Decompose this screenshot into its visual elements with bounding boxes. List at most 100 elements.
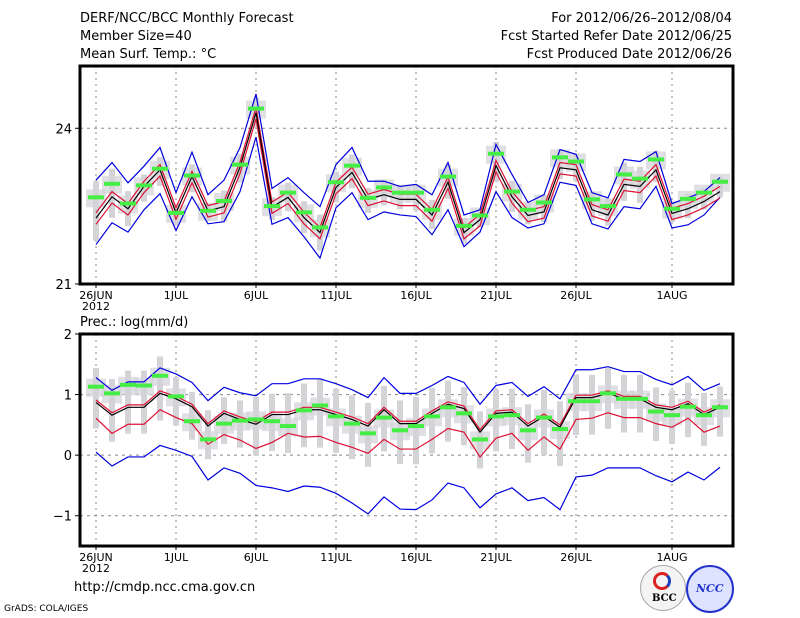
forecast-marker <box>488 151 504 156</box>
ncc-logo: NCC <box>686 565 734 613</box>
x-tick-label: 26JUL <box>560 551 592 564</box>
forecast-marker <box>440 174 456 179</box>
forecast-marker <box>536 415 552 420</box>
forecast-marker <box>264 204 280 209</box>
y-tick-label: 0 <box>64 449 72 464</box>
forecast-marker <box>600 204 616 209</box>
forecast-marker <box>232 418 248 423</box>
x-tick-label: 6JUL <box>244 289 269 302</box>
forecast-marker <box>472 213 488 218</box>
forecast-marker <box>600 391 616 396</box>
y-tick-label: 1 <box>64 389 72 404</box>
y-tick-label: 21 <box>55 278 72 293</box>
x-tick-label: 26JUL <box>560 289 592 302</box>
panel-title: Prec.: log(mm/d) <box>80 315 188 330</box>
bcc-symbol-icon <box>653 572 671 590</box>
forecast-marker <box>104 391 120 396</box>
member-bar <box>109 378 115 442</box>
forecast-marker <box>584 399 600 404</box>
forecast-marker <box>104 181 120 186</box>
forecast-marker <box>696 413 712 418</box>
x-tick-label: 11JUL <box>320 551 352 564</box>
ensemble-mean-line <box>95 112 721 234</box>
x-tick-label: 26JUN <box>79 289 113 302</box>
forecast-marker <box>648 409 664 414</box>
x-tick-label: 1AUG <box>656 551 687 564</box>
forecast-marker <box>680 404 696 409</box>
y-tick-label: 24 <box>55 122 72 137</box>
forecast-marker <box>712 179 728 184</box>
forecast-marker <box>456 411 472 416</box>
x-tick-label: 16JUL <box>400 289 432 302</box>
member-bar <box>93 181 99 241</box>
forecast-marker <box>504 413 520 418</box>
forecast-marker <box>264 419 280 424</box>
forecast-marker <box>152 166 168 171</box>
x-tick-label: 26JUN <box>79 551 113 564</box>
forecast-marker <box>520 428 536 433</box>
x-tick-sublabel: 2012 <box>82 562 110 575</box>
start-date: Fcst Started Refer Date 2012/06/25 <box>500 29 732 44</box>
source-url[interactable]: http://cmdp.ncc.cma.gov.cn <box>74 580 256 595</box>
forecast-marker <box>232 162 248 167</box>
forecast-marker <box>504 189 520 194</box>
forecast-marker <box>248 417 264 422</box>
forecast-marker <box>152 373 168 378</box>
chart-title: DERF/NCC/BCC Monthly Forecast <box>80 11 294 26</box>
forecast-marker <box>568 159 584 164</box>
forecast-marker <box>248 106 264 111</box>
forecast-marker <box>680 196 696 201</box>
forecast-marker <box>296 408 312 413</box>
forecast-marker <box>136 383 152 388</box>
forecast-marker <box>664 413 680 418</box>
panel-frame <box>78 64 735 286</box>
forecast-marker <box>488 414 504 419</box>
forecast-marker <box>616 396 632 401</box>
forecast-marker <box>520 207 536 212</box>
forecast-marker <box>328 414 344 419</box>
forecast-marker <box>632 176 648 181</box>
forecast-marker <box>360 431 376 436</box>
forecast-marker <box>648 157 664 162</box>
forecast-marker <box>312 225 328 230</box>
forecast-marker <box>552 155 568 160</box>
x-tick-label: 11JUL <box>320 289 352 302</box>
x-tick-label: 21JUL <box>480 551 512 564</box>
upper-bound-line <box>95 366 721 406</box>
header-left: DERF/NCC/BCC Monthly Forecast Member Siz… <box>80 10 294 64</box>
forecast-marker <box>712 405 728 410</box>
forecast-marker <box>472 437 488 442</box>
produced-date: Fcst Produced Date 2012/06/26 <box>526 47 732 62</box>
forecast-marker <box>536 200 552 205</box>
forecast-marker <box>88 195 104 200</box>
forecast-marker <box>312 403 328 408</box>
forecast-marker <box>216 421 232 426</box>
forecast-marker <box>376 185 392 190</box>
forecast-marker <box>408 424 424 429</box>
forecast-marker <box>120 382 136 387</box>
forecast-marker <box>360 195 376 200</box>
x-tick-label: 21JUL <box>480 289 512 302</box>
forecast-marker <box>88 384 104 389</box>
forecast-marker <box>328 180 344 185</box>
forecast-marker <box>424 414 440 419</box>
member-bar <box>125 370 131 434</box>
x-tick-label: 1AUG <box>656 289 687 302</box>
bcc-logo: BCC <box>640 565 686 611</box>
upper-bound-line <box>95 93 721 216</box>
forecast-marker <box>392 190 408 195</box>
forecast-marker <box>216 198 232 203</box>
forecast-marker <box>632 396 648 401</box>
forecast-marker <box>168 210 184 215</box>
lower-bound-line <box>95 444 721 515</box>
forecast-marker <box>136 183 152 188</box>
x-tick-label: 1JUL <box>164 289 189 302</box>
forecast-marker <box>344 163 360 168</box>
forecast-marker <box>184 173 200 178</box>
forecast-marker <box>568 399 584 404</box>
forecast-marker <box>280 190 296 195</box>
forecast-marker <box>408 190 424 195</box>
forecast-marker <box>200 208 216 213</box>
forecast-marker <box>296 210 312 215</box>
